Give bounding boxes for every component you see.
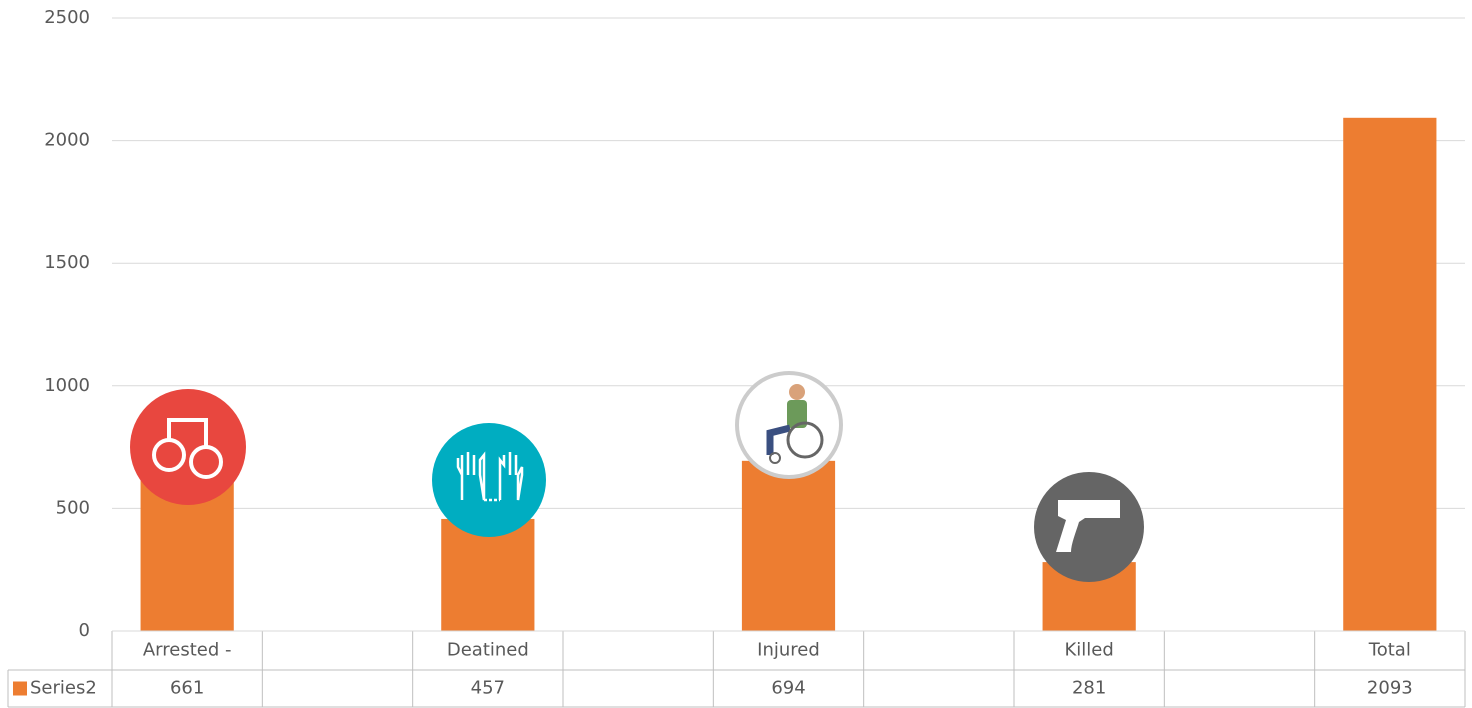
legend-label: Series2 (30, 678, 97, 699)
gun-drawing (1056, 500, 1120, 552)
y-tick-label: 2500 (44, 7, 90, 28)
y-tick-label: 0 (79, 620, 90, 641)
bar (741, 460, 836, 631)
y-tick-label: 500 (56, 497, 90, 518)
data-table-value: 661 (170, 678, 204, 699)
bar (441, 518, 535, 631)
y-tick-label: 1500 (44, 252, 90, 273)
x-tick-label: Total (1368, 640, 1411, 661)
handcuffs-drawing (152, 418, 223, 479)
gun-icon (1034, 472, 1144, 582)
bars (140, 117, 1437, 632)
data-table-value: 2093 (1367, 678, 1413, 699)
x-tick-label: Deatined (447, 640, 529, 661)
data-table-value: 694 (771, 678, 805, 699)
bar (1343, 117, 1437, 632)
legend-swatch (13, 681, 27, 696)
data-table: Arrested - Deatined Injured Killed Total Seri… (7, 630, 1466, 708)
x-tick-label: Arrested - (143, 640, 232, 661)
y-tick-label: 1000 (44, 375, 90, 396)
wheelchair-drawing (766, 384, 824, 464)
icons (130, 371, 1144, 582)
x-tick-label: Killed (1065, 640, 1114, 661)
data-table-value: 457 (471, 678, 505, 699)
y-tick-label: 2000 (44, 130, 90, 151)
x-tick-label: Injured (757, 640, 820, 661)
handcuffs-icon (130, 389, 246, 505)
hands-drawing (456, 451, 524, 502)
data-table-value: 281 (1072, 678, 1106, 699)
hands-icon (432, 423, 546, 537)
